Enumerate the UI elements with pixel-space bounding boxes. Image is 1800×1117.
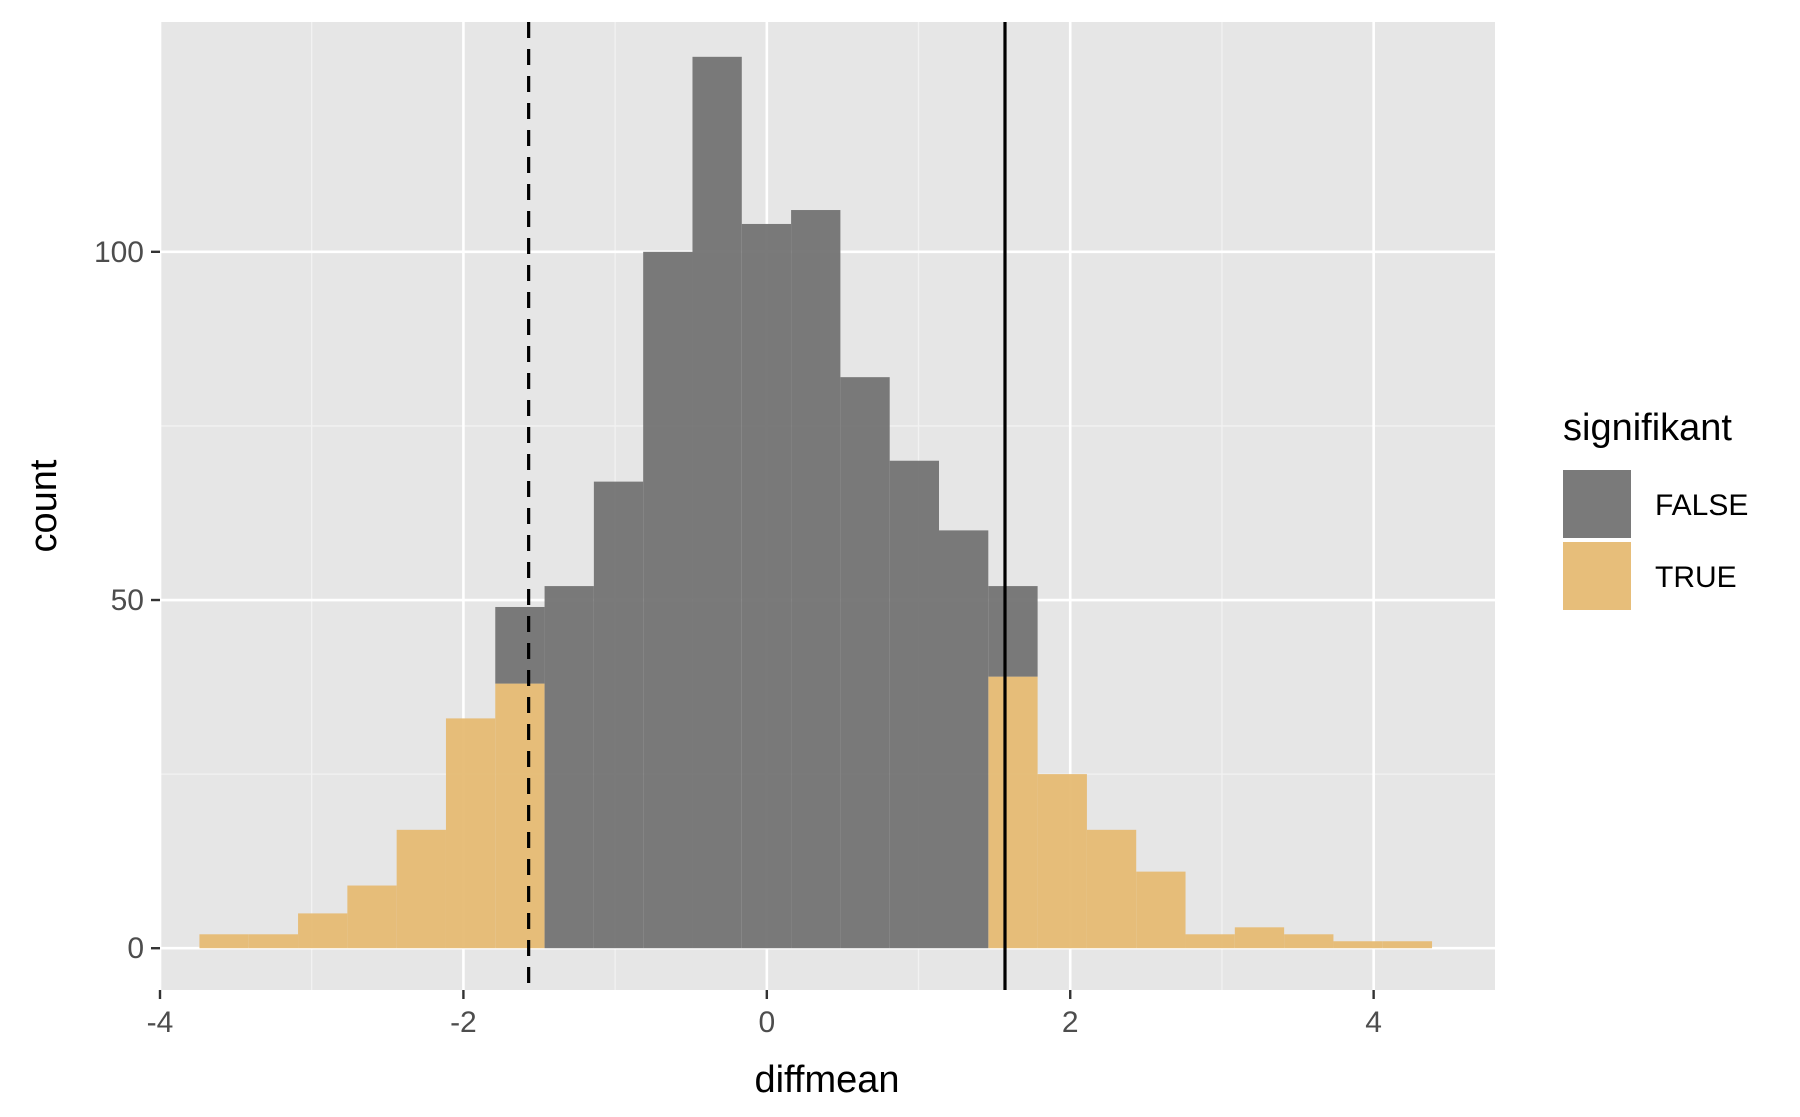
bar-true [1037, 774, 1087, 949]
bar-false [495, 606, 545, 684]
x-axis-title: diffmean [754, 1059, 899, 1101]
bar-true [1284, 934, 1334, 949]
bar-true [248, 934, 299, 949]
bar-true [495, 683, 545, 949]
legend-label-false: FALSE [1655, 489, 1748, 522]
bar-false [840, 377, 890, 949]
legend: signifikant FALSE TRUE [1563, 407, 1748, 610]
bar-false [593, 481, 644, 949]
y-tick-label: 50 [111, 584, 144, 617]
bar-false [791, 210, 841, 949]
bar-true [1333, 941, 1383, 949]
bar-true [1234, 927, 1285, 949]
y-tick-label: 100 [94, 236, 144, 269]
bar-true [1382, 941, 1433, 949]
reference-lines [527, 22, 1007, 990]
bar-false [692, 56, 742, 949]
legend-label-true: TRUE [1655, 561, 1737, 594]
bar-false [544, 586, 594, 949]
x-tick-label: 4 [1365, 1006, 1382, 1039]
bar-true [199, 934, 249, 949]
bar-true [1136, 871, 1186, 949]
bar-true [396, 829, 446, 949]
x-tick-label: 0 [758, 1006, 775, 1039]
y-tick-label: 0 [127, 932, 144, 965]
bar-false [741, 223, 792, 949]
bar-false [643, 251, 693, 949]
bar-true [445, 718, 496, 949]
bar-true [298, 913, 348, 949]
bar-true [1185, 934, 1235, 949]
x-axis: -4 -2 0 2 4 [147, 990, 1382, 1039]
x-tick-label: 2 [1062, 1006, 1079, 1039]
bar-true [988, 676, 1038, 949]
y-axis-title: count [23, 459, 65, 552]
legend-key-false [1563, 470, 1631, 538]
legend-key-true [1563, 542, 1631, 610]
bar-false [988, 586, 1038, 677]
histogram-bars [199, 56, 1433, 949]
x-tick-label: -2 [450, 1006, 477, 1039]
bar-true [347, 885, 397, 949]
bar-false [939, 530, 989, 949]
bar-true [1086, 829, 1137, 949]
bar-false [889, 460, 940, 949]
y-axis: 0 50 100 [94, 236, 160, 965]
legend-title: signifikant [1563, 407, 1732, 449]
x-tick-label: -4 [147, 1006, 174, 1039]
